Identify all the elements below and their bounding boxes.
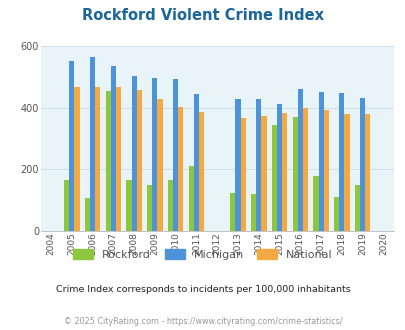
- Bar: [354, 185, 359, 231]
- Bar: [116, 87, 121, 231]
- Bar: [364, 114, 369, 231]
- Bar: [95, 86, 100, 231]
- Bar: [105, 91, 111, 231]
- Bar: [240, 118, 245, 231]
- Bar: [173, 80, 178, 231]
- Bar: [235, 99, 240, 231]
- Bar: [343, 114, 349, 231]
- Bar: [167, 180, 173, 231]
- Bar: [276, 104, 281, 231]
- Bar: [292, 117, 297, 231]
- Bar: [281, 113, 287, 231]
- Bar: [193, 94, 198, 231]
- Bar: [261, 116, 266, 231]
- Bar: [323, 110, 328, 231]
- Bar: [64, 180, 69, 231]
- Text: © 2025 CityRating.com - https://www.cityrating.com/crime-statistics/: © 2025 CityRating.com - https://www.city…: [64, 317, 341, 326]
- Text: Rockford Violent Crime Index: Rockford Violent Crime Index: [82, 8, 323, 23]
- Bar: [178, 107, 183, 231]
- Bar: [85, 198, 90, 231]
- Bar: [198, 112, 204, 231]
- Bar: [74, 86, 79, 231]
- Bar: [318, 92, 323, 231]
- Bar: [136, 90, 141, 231]
- Bar: [188, 166, 193, 231]
- Legend: Rockford, Michigan, National: Rockford, Michigan, National: [69, 245, 336, 264]
- Bar: [230, 192, 235, 231]
- Bar: [256, 99, 261, 231]
- Bar: [147, 185, 152, 231]
- Bar: [333, 196, 339, 231]
- Bar: [271, 125, 276, 231]
- Bar: [157, 99, 162, 231]
- Bar: [90, 57, 95, 231]
- Bar: [297, 89, 302, 231]
- Bar: [131, 76, 136, 231]
- Bar: [302, 108, 307, 231]
- Text: Crime Index corresponds to incidents per 100,000 inhabitants: Crime Index corresponds to incidents per…: [55, 285, 350, 294]
- Bar: [126, 180, 131, 231]
- Bar: [69, 61, 74, 231]
- Bar: [359, 98, 364, 231]
- Bar: [152, 78, 157, 231]
- Bar: [339, 93, 343, 231]
- Bar: [250, 194, 256, 231]
- Bar: [111, 66, 116, 231]
- Bar: [313, 176, 318, 231]
